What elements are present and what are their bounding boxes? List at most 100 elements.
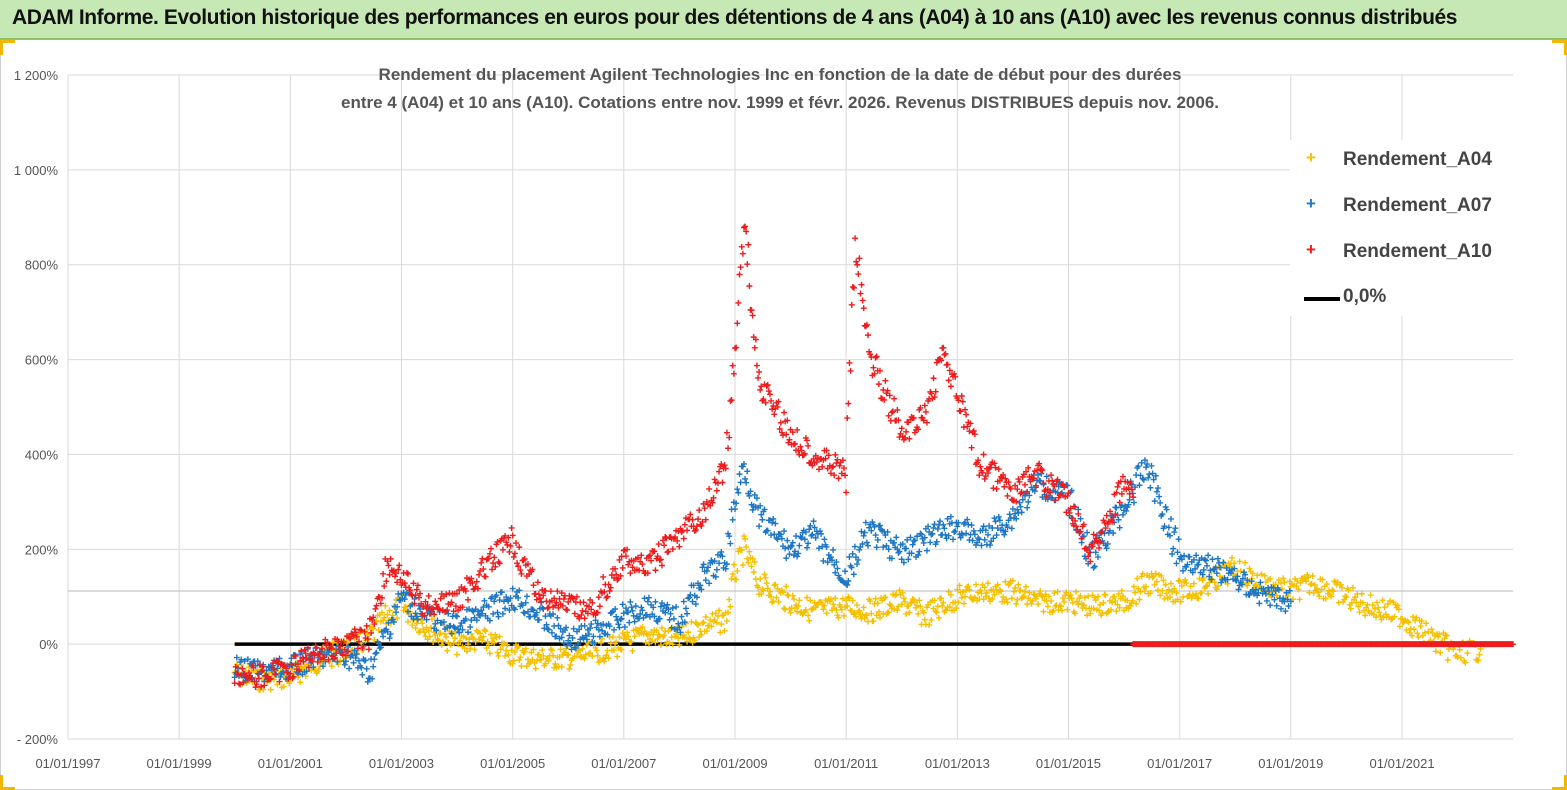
data-point-rendement-a10: [784, 417, 791, 424]
data-point-rendement-a07: [465, 629, 472, 636]
data-point-rendement-a10: [311, 652, 318, 659]
data-point-rendement-a04: [1104, 609, 1111, 616]
data-point-rendement-a04: [400, 607, 407, 614]
data-point-rendement-a04: [1303, 578, 1310, 585]
data-point-rendement-a07: [883, 542, 890, 549]
data-point-rendement-a07: [872, 532, 879, 539]
data-point-rendement-a07: [1004, 524, 1011, 531]
data-point-rendement-a04: [494, 649, 501, 656]
data-point-rendement-a07: [385, 619, 392, 626]
data-point-rendement-a07: [741, 460, 748, 467]
data-point-rendement-a10: [431, 611, 438, 618]
data-point-rendement-a07: [263, 667, 270, 674]
data-point-rendement-a04: [1371, 605, 1378, 612]
data-point-rendement-a07: [626, 619, 633, 626]
data-point-rendement-a04: [510, 657, 517, 664]
data-point-rendement-a04: [768, 593, 775, 600]
data-point-rendement-a07: [643, 611, 650, 618]
data-point-rendement-a04: [658, 624, 665, 631]
data-point-rendement-a07: [1235, 586, 1242, 593]
data-point-rendement-a04: [611, 647, 618, 654]
data-point-rendement-a04: [457, 637, 464, 644]
data-point-rendement-a04: [746, 548, 753, 555]
data-point-rendement-a04: [639, 624, 646, 631]
data-point-rendement-a07: [625, 609, 632, 616]
data-point-rendement-a07: [803, 544, 810, 551]
data-point-rendement-a10: [915, 426, 922, 433]
data-point-rendement-a10: [1099, 528, 1106, 535]
data-point-rendement-a10: [840, 465, 847, 472]
y-tick-label: 600%: [25, 353, 59, 368]
data-point-rendement-a10: [785, 439, 792, 446]
data-point-rendement-a04: [749, 555, 756, 562]
data-point-rendement-a04: [548, 647, 555, 654]
data-point-rendement-a04: [1072, 610, 1079, 617]
data-point-rendement-a10: [975, 457, 982, 464]
data-point-rendement-a10: [745, 241, 752, 248]
data-point-rendement-a10: [867, 351, 874, 358]
data-point-rendement-a04: [1081, 594, 1088, 601]
legend-label-a04: Rendement_A04: [1343, 149, 1492, 170]
data-point-rendement-a07: [1171, 529, 1178, 536]
data-point-rendement-a04: [708, 623, 715, 630]
data-point-rendement-a04: [734, 568, 741, 575]
data-point-rendement-a10: [660, 537, 667, 544]
data-point-rendement-a07: [276, 655, 283, 662]
data-point-rendement-a07: [832, 569, 839, 576]
data-point-rendement-a10: [728, 397, 735, 404]
data-point-rendement-a04: [1363, 604, 1370, 611]
data-point-rendement-a10: [729, 362, 736, 369]
data-point-rendement-a04: [997, 588, 1004, 595]
data-point-rendement-a04: [529, 656, 536, 663]
data-point-rendement-a10: [323, 641, 330, 648]
data-point-rendement-a10: [723, 429, 730, 436]
data-point-rendement-a04: [716, 607, 723, 614]
data-point-rendement-a07: [533, 609, 540, 616]
data-point-rendement-a10: [681, 521, 688, 528]
data-point-rendement-a10: [494, 538, 501, 545]
data-point-rendement-a04: [378, 609, 385, 616]
data-point-rendement-a07: [1132, 484, 1139, 491]
data-point-rendement-a10: [491, 554, 498, 561]
data-point-rendement-a10: [1043, 493, 1050, 500]
data-point-rendement-a07: [434, 617, 441, 624]
data-point-rendement-a10: [800, 452, 807, 459]
data-point-rendement-a04: [1026, 589, 1033, 596]
data-point-rendement-a10: [801, 450, 808, 457]
data-point-rendement-a07: [682, 605, 689, 612]
data-point-rendement-a07: [820, 557, 827, 564]
data-point-rendement-a07: [676, 624, 683, 631]
data-point-rendement-a04: [1090, 605, 1097, 612]
x-tick-label: 01/01/2021: [1370, 756, 1435, 771]
data-point-rendement-a04: [903, 610, 910, 617]
data-point-rendement-a04: [540, 652, 547, 659]
data-point-rendement-a04: [1187, 583, 1194, 590]
data-point-rendement-a10: [886, 392, 893, 399]
data-point-rendement-a10: [559, 602, 566, 609]
data-point-rendement-a07: [1024, 504, 1031, 511]
data-point-rendement-a04: [1092, 597, 1099, 604]
data-point-rendement-a10: [452, 603, 459, 610]
data-point-rendement-a10: [319, 645, 326, 652]
data-point-rendement-a07: [390, 618, 397, 625]
data-point-rendement-a10: [612, 565, 619, 572]
data-point-rendement-a04: [691, 637, 698, 644]
data-point-rendement-a07: [1031, 488, 1038, 495]
data-point-rendement-a07: [627, 598, 634, 605]
y-tick-label: 800%: [25, 258, 59, 273]
data-point-rendement-a04: [741, 533, 748, 540]
data-point-rendement-a04: [953, 605, 960, 612]
data-point-rendement-a04: [688, 618, 695, 625]
data-point-rendement-a07: [1214, 555, 1221, 562]
data-point-rendement-a07: [1174, 549, 1181, 556]
data-point-rendement-a04: [468, 630, 475, 637]
data-point-rendement-a04: [1158, 572, 1165, 579]
data-point-rendement-a04: [983, 589, 990, 596]
data-point-rendement-a04: [579, 645, 586, 652]
data-point-rendement-a07: [744, 468, 751, 475]
data-point-rendement-a07: [505, 598, 512, 605]
data-point-rendement-a10: [474, 585, 481, 592]
data-point-rendement-a07: [638, 604, 645, 611]
data-point-rendement-a07: [580, 635, 587, 642]
data-point-rendement-a10: [534, 579, 541, 586]
